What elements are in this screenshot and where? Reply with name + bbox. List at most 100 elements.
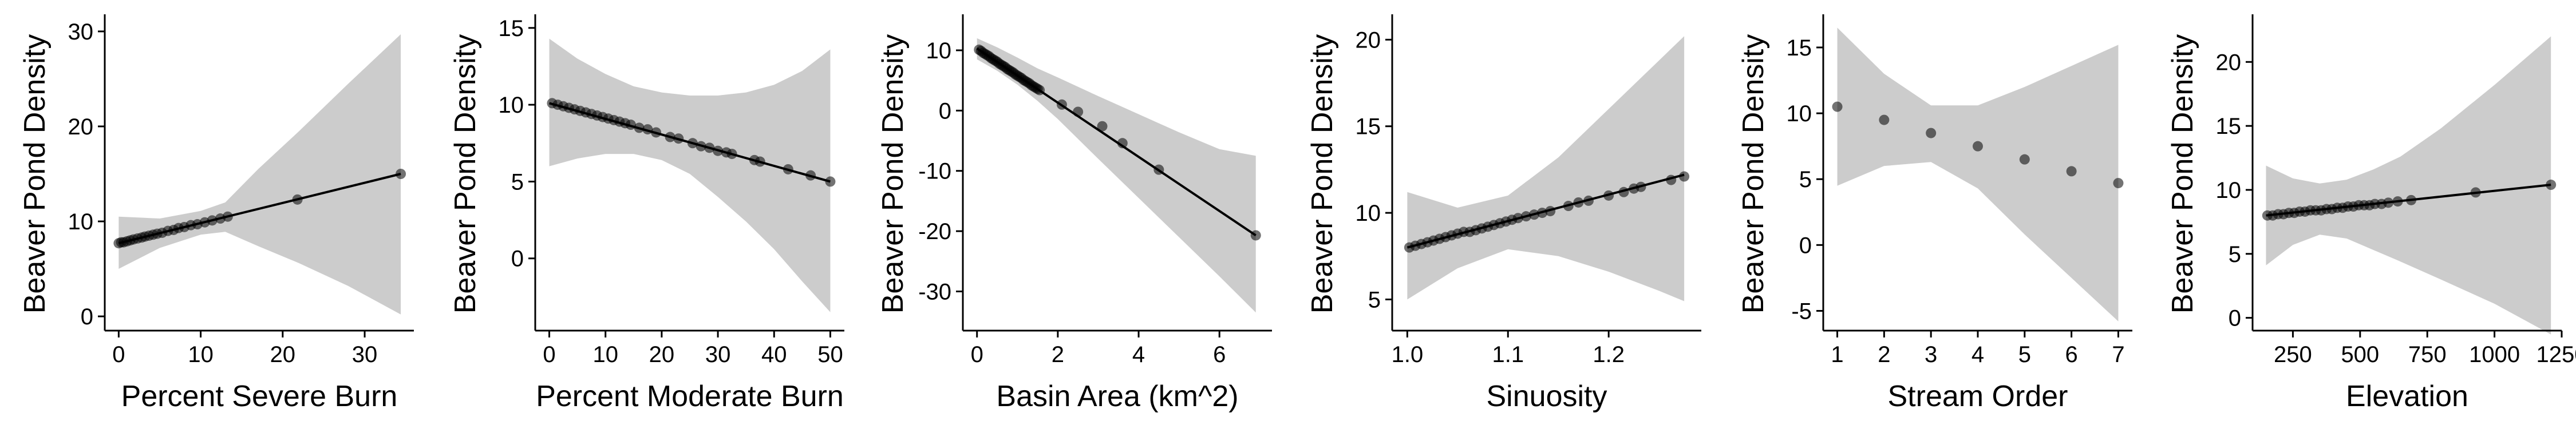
data-point [634,122,645,133]
data-point [1073,106,1084,117]
data-point [1603,190,1614,201]
data-point [783,164,793,174]
y-tick-label: 15 [1787,35,1812,61]
data-point [2019,154,2030,165]
y-tick-label: 10 [2216,178,2242,203]
x-tick-label: 7 [2112,342,2124,367]
y-tick-label: 0 [511,247,524,272]
x-tick-label: 3 [1925,342,1937,367]
y-tick-label: 10 [68,209,94,235]
data-point [1926,128,1937,138]
data-point [292,194,303,205]
x-tick-label: 1000 [2469,342,2520,367]
x-tick-label: 20 [270,342,296,367]
data-point [1153,164,1164,175]
data-point [222,211,233,222]
data-point [1034,85,1045,96]
x-tick-label: 1 [1831,342,1843,367]
data-point [1679,171,1690,182]
y-tick-label: 10 [926,38,952,63]
x-tick-label: 10 [592,342,618,367]
y-axis-title: Beaver Pond Density [449,34,482,314]
x-axis-title: Elevation [2346,380,2468,413]
data-point [625,120,636,130]
y-tick-label: 10 [499,93,524,118]
data-point [1573,197,1584,208]
data-point [2113,178,2124,189]
y-tick-label: 10 [1787,101,1812,126]
y-tick-label: 20 [68,114,94,140]
y-tick-label: 5 [1799,167,1812,192]
data-point [1583,195,1594,206]
y-tick-label: 5 [511,169,524,194]
data-point [713,145,724,156]
data-point [1545,206,1556,217]
y-tick-label: 15 [499,16,524,41]
data-point [696,141,706,152]
x-tick-label: 4 [1971,342,1984,367]
x-tick-label: 0 [971,342,983,367]
y-tick-label: 0 [2229,306,2241,331]
data-point [825,176,836,187]
confidence-band [1407,36,1685,301]
x-tick-label: 2 [1878,342,1890,367]
x-tick-label: 1.0 [1392,342,1424,367]
y-tick-label: 20 [1356,27,1381,53]
data-point [1618,186,1629,197]
x-tick-label: 10 [188,342,214,367]
data-point [2470,187,2481,198]
x-tick-label: 20 [649,342,675,367]
data-point [207,215,218,226]
confidence-band [118,34,401,315]
data-point [396,169,406,179]
x-axis-title: Sinuosity [1487,380,1607,413]
data-point [1666,174,1677,185]
x-tick-label: 30 [705,342,731,367]
y-axis-title: Beaver Pond Density [18,34,52,314]
x-tick-label: 1250 [2537,342,2576,367]
panel-5: -5 0 5 10 15 1 2 3 4 5 6 7 Stream Order Beaver Pond D… [1737,14,2132,413]
x-tick-label: 1.1 [1492,342,1524,367]
y-tick-label: -30 [918,280,951,305]
y-tick-label: 5 [1368,288,1381,313]
data-point [665,132,675,142]
y-tick-label: -20 [918,219,951,244]
y-tick-label: 5 [2229,242,2241,267]
data-point [1512,213,1523,224]
x-tick-label: 500 [2341,342,2379,367]
data-point [1520,211,1531,222]
data-point [651,127,662,138]
data-point [1056,99,1067,110]
y-axis-title: Beaver Pond Density [1737,34,1770,314]
data-point [642,124,653,135]
x-axis-title: Percent Severe Burn [121,380,398,413]
data-point [1537,208,1548,219]
panel-6: 0 5 10 15 20 250 500 750 1000 1250 Elevation Beaver… [2166,14,2576,413]
x-tick-label: 0 [543,342,555,367]
data-point [1635,181,1646,192]
data-point [673,133,684,144]
y-tick-label: -10 [918,159,951,184]
data-point [1097,121,1108,132]
x-tick-label: 1.2 [1593,342,1625,367]
y-axis-title: Beaver Pond Density [876,34,910,314]
y-tick-label: 10 [1356,201,1381,226]
data-point [1832,101,1843,112]
panel-2: 0 5 10 15 0 10 20 30 40 50 Percent Moderate Burn Be… [449,14,844,413]
data-point [2392,196,2403,207]
x-tick-label: 0 [112,342,125,367]
data-point [1879,114,1890,125]
x-axis-title: Basin Area (km^2) [996,380,1238,413]
y-tick-label: 20 [2216,50,2242,75]
x-tick-label: 6 [1213,342,1226,367]
x-tick-label: 40 [761,342,787,367]
data-point [1973,141,1983,152]
y-axis-title: Beaver Pond Density [2166,34,2199,314]
data-point [1563,201,1574,212]
y-tick-label: 15 [1356,114,1381,140]
panel-4: 5 10 15 20 1.0 1.1 1.2 Sinuosity Beaver Pond Den… [1306,14,1701,413]
x-axis-title: Stream Order [1888,380,2068,413]
data-point [1529,209,1540,220]
data-point [704,142,715,153]
